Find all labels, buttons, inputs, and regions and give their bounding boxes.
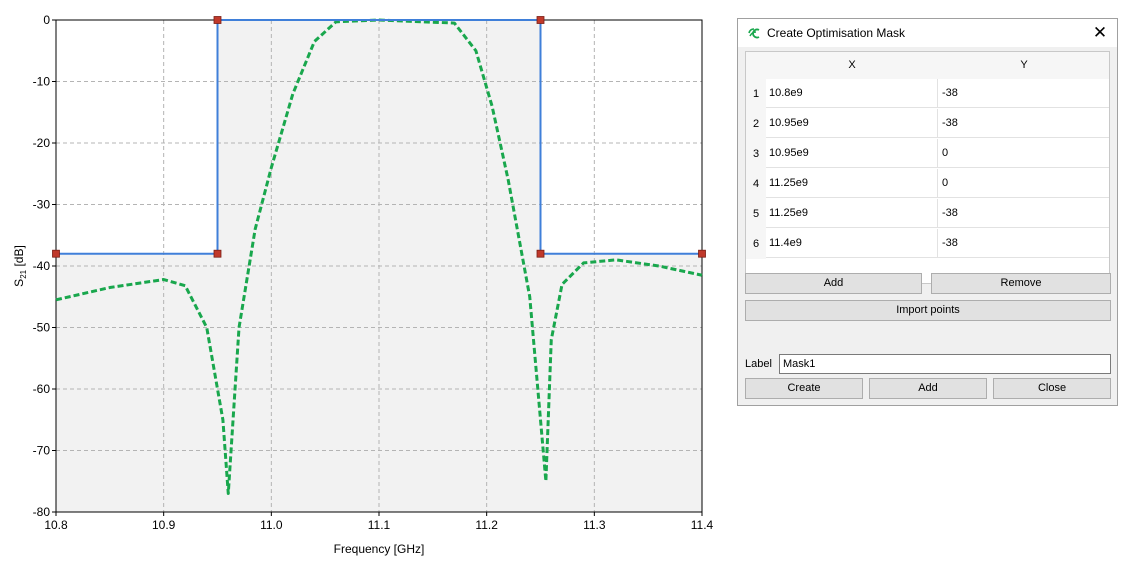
dialog-title: Create Optimisation Mask [767,26,906,40]
row-number[interactable]: 3 [746,139,766,169]
cell-y[interactable]: 0 [938,169,1109,198]
label-caption: Label [745,358,772,370]
x-axis-label: Frequency [GHz] [334,542,425,556]
column-header-y[interactable]: Y [1020,59,1028,71]
cell-x[interactable]: 10.95e9 [766,139,938,168]
table-row: 6 11.4e9 -38 [746,229,1109,259]
x-tick-label: 10.8 [44,518,68,532]
mask-point-marker [52,249,60,258]
add-mask-button[interactable]: Add [869,378,987,399]
y-axis-label: S21 [dB] [12,245,28,287]
table-header: X Y [746,52,1109,79]
y-tick-label: -80 [33,505,51,519]
y-tick-label: -40 [33,259,51,273]
y-tick-label: -70 [33,444,51,458]
table-row: 1 10.8e9 -38 [746,79,1109,109]
add-row-button[interactable]: Add [745,273,922,294]
mask-line [56,19,702,255]
cell-x[interactable]: 11.4e9 [766,229,938,258]
cell-y[interactable]: 0 [938,139,1109,168]
dialog-titlebar: Create Optimisation Mask ✕ [738,19,1117,47]
cell-x[interactable]: 11.25e9 [766,199,938,228]
mask-points-table: X Y 1 10.8e9 -38 2 10.95e9 -38 3 10.95e9… [745,51,1110,284]
y-tick-label: -50 [33,321,51,335]
y-tick-label: -10 [33,75,51,89]
column-header-x[interactable]: X [848,59,856,71]
close-button[interactable]: Close [993,378,1111,399]
mask-point-marker [698,249,706,258]
table-row: 3 10.95e9 0 [746,139,1109,169]
y-tick-label: -20 [33,136,51,150]
y-tick-label: -60 [33,382,51,396]
row-number[interactable]: 1 [746,79,766,109]
cell-y[interactable]: -38 [938,109,1109,138]
x-tick-label: 11.4 [691,518,714,532]
s21-chart: 10.8 10.9 11.0 11.1 11.2 11.3 11.4 0 -10 -20 -30 -4… [12,13,714,556]
app-logo-icon [747,26,761,40]
row-number[interactable]: 6 [746,229,766,259]
row-number[interactable]: 5 [746,199,766,229]
import-points-button[interactable]: Import points [745,300,1111,321]
mask-point-marker [536,249,545,258]
mask-point-marker [536,16,545,24]
table-row: 4 11.25e9 0 [746,169,1109,199]
cell-y[interactable]: -38 [938,79,1109,108]
cell-y[interactable]: -38 [938,199,1109,228]
x-tick-label: 11.0 [260,518,283,532]
x-tick-label: 11.3 [583,518,606,532]
x-tick-label: 11.2 [475,518,498,532]
s21-plot: 10.8 10.9 11.0 11.1 11.2 11.3 11.4 0 -10 -20 -30 -4… [12,13,714,556]
create-optimisation-mask-dialog: Create Optimisation Mask ✕ X Y 1 10.8e9 … [737,18,1118,406]
create-button[interactable]: Create [745,378,863,399]
table-row: 5 11.25e9 -38 [746,199,1109,229]
cell-y[interactable]: -38 [938,229,1109,258]
y-tick-label: 0 [43,13,50,27]
table-row: 2 10.95e9 -38 [746,109,1109,139]
row-number[interactable]: 2 [746,109,766,139]
label-input[interactable]: Mask1 [779,354,1111,374]
cell-x[interactable]: 10.95e9 [766,109,938,138]
x-tick-label: 11.1 [368,518,391,532]
close-icon[interactable]: ✕ [1092,23,1108,42]
cell-x[interactable]: 10.8e9 [766,79,938,108]
cell-x[interactable]: 11.25e9 [766,169,938,198]
y-tick-label: -30 [33,198,51,212]
x-tick-label: 10.9 [152,518,176,532]
mask-point-marker [213,16,222,24]
remove-row-button[interactable]: Remove [931,273,1111,294]
row-number[interactable]: 4 [746,169,766,199]
mask-point-marker [213,249,222,258]
